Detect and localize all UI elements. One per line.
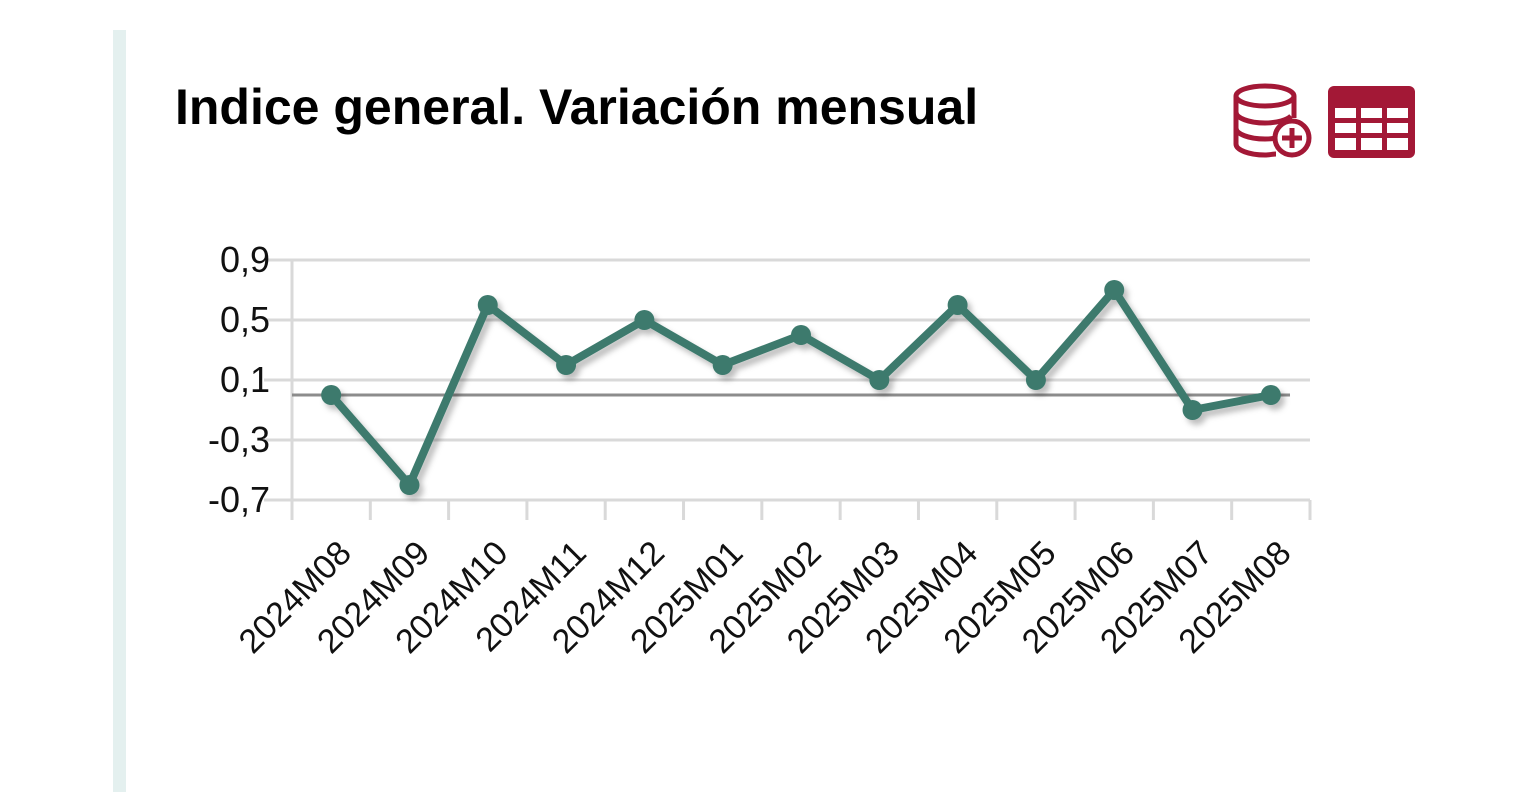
y-tick-label: 0,1: [220, 359, 270, 400]
table-icon[interactable]: [1328, 86, 1415, 158]
database-add-icon[interactable]: [1231, 82, 1313, 162]
side-accent-bar: [113, 30, 126, 792]
data-point: [477, 295, 498, 315]
data-point: [1104, 280, 1125, 300]
data-point: [869, 370, 890, 390]
chart-title: Indice general. Variación mensual: [175, 79, 979, 135]
y-tick-label: 0,5: [220, 299, 270, 340]
data-point: [947, 295, 968, 315]
data-point: [321, 385, 342, 405]
data-point: [1182, 400, 1203, 420]
data-point: [1025, 370, 1046, 390]
data-point: [791, 325, 811, 345]
data-point: [1260, 385, 1281, 405]
data-point: [556, 355, 577, 375]
y-tick-label: 0,9: [220, 239, 270, 280]
data-point: [634, 310, 655, 330]
y-tick-label: -0,3: [208, 419, 270, 460]
data-point: [399, 475, 420, 495]
y-tick-label: -0,7: [208, 479, 270, 520]
data-point: [712, 355, 733, 375]
